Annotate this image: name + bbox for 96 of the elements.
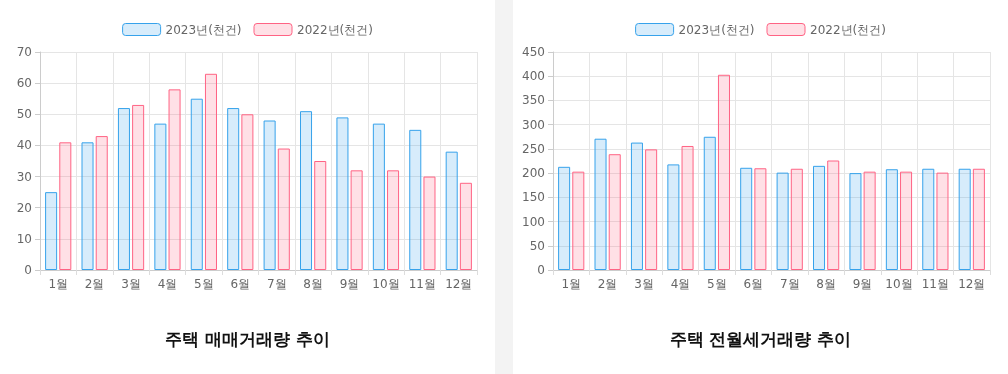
x-tick-label: 6월: [230, 277, 251, 291]
bar: [958, 168, 971, 270]
x-tick-label: 9월: [852, 277, 873, 291]
bar: [681, 145, 694, 270]
bar: [154, 123, 167, 270]
y-tick-label: 100: [522, 214, 545, 229]
x-tick-label: 2월: [84, 277, 105, 291]
y-tick-label: 250: [522, 141, 545, 156]
y-tick-label: 10: [16, 231, 32, 246]
bar: [740, 167, 753, 270]
y-tick-label: 150: [522, 190, 545, 205]
y-tick-label: 0: [537, 263, 545, 277]
text: 주택 전월세거래량 추이: [669, 328, 852, 349]
y-tick-label: 40: [16, 138, 32, 153]
bar: [45, 192, 58, 270]
x-tick-label: 2월: [597, 277, 618, 291]
x-tick-label: 12월: [445, 277, 473, 291]
x-tick-label: 5월: [707, 277, 727, 291]
bar: [117, 108, 130, 270]
x-tick-label: 8월: [816, 277, 836, 291]
bar: [459, 182, 472, 270]
bar: [922, 168, 935, 270]
y-tick-label: 70: [16, 45, 32, 59]
bar: [241, 114, 254, 270]
legend-label: 2022년(천건): [810, 22, 886, 37]
x-tick-label: 1월: [48, 277, 69, 291]
x-tick-label: 3월: [121, 277, 141, 291]
y-tick-label: 350: [522, 93, 545, 108]
bar: [630, 142, 643, 270]
bar: [263, 120, 276, 270]
bar: [863, 171, 876, 270]
x-tick-label: 7월: [779, 277, 800, 291]
bar: [190, 98, 203, 270]
bar: [59, 142, 72, 270]
bar: [558, 166, 571, 270]
bar: [445, 151, 458, 270]
x-tick-label: 8월: [303, 277, 323, 291]
x-tick-label: 1월: [561, 277, 582, 291]
x-tick-label: 4월: [157, 277, 178, 291]
x-tick-label: 11월: [408, 277, 437, 291]
bar: [790, 168, 803, 270]
x-tick-label: 10월: [372, 277, 400, 291]
y-tick-label: 0: [24, 263, 32, 277]
x-tick-label: 5월: [194, 277, 214, 291]
bar: [132, 104, 145, 270]
text: 주택 매매거래량 추이: [165, 328, 330, 349]
bar: [372, 123, 385, 270]
bar: [900, 171, 913, 270]
x-tick-label: 12월: [958, 277, 986, 291]
bar: [717, 74, 730, 270]
bar: [300, 111, 313, 270]
bar: [387, 170, 400, 270]
x-tick-label: 6월: [743, 277, 764, 291]
bar: [667, 164, 680, 270]
y-tick-label: 30: [16, 169, 32, 184]
y-tick-label: 50: [529, 238, 545, 253]
bar: [350, 170, 363, 270]
bar: [813, 165, 826, 270]
bar: [936, 172, 949, 270]
y-tick-label: 60: [16, 76, 32, 91]
bar: [827, 160, 840, 270]
bar: [849, 173, 862, 270]
bar: [594, 138, 607, 270]
bar: [336, 117, 349, 270]
legend-label: 2022년(천건): [297, 22, 373, 37]
x-tick-label: 4월: [670, 277, 691, 291]
y-tick-label: 450: [522, 45, 545, 59]
bar: [423, 176, 436, 270]
y-tick-label: 400: [522, 69, 545, 84]
y-tick-label: 300: [522, 117, 545, 132]
bar: [277, 148, 290, 270]
bar: [608, 154, 621, 270]
bar: [409, 129, 422, 270]
bar: [168, 89, 181, 270]
bar: [314, 161, 327, 270]
bar: [81, 142, 94, 270]
x-tick-label: 10월: [885, 277, 913, 291]
bar: [204, 73, 217, 270]
legend-label: 2023년(천건): [165, 22, 242, 37]
y-tick-label: 20: [16, 200, 32, 215]
x-tick-label: 9월: [339, 277, 360, 291]
bar: [703, 136, 716, 270]
y-tick-label: 50: [16, 107, 32, 122]
bar: [885, 169, 898, 270]
bar: [645, 149, 658, 270]
bar: [227, 108, 240, 270]
bar: [95, 136, 108, 270]
bar: [754, 168, 767, 270]
bar: [572, 171, 585, 270]
bar: [776, 172, 789, 270]
x-tick-label: 7월: [266, 277, 287, 291]
legend-label: 2023년(천건): [678, 22, 755, 37]
bar: [972, 168, 985, 270]
x-tick-label: 3월: [634, 277, 654, 291]
y-tick-label: 200: [522, 166, 545, 181]
x-tick-label: 11월: [921, 277, 950, 291]
